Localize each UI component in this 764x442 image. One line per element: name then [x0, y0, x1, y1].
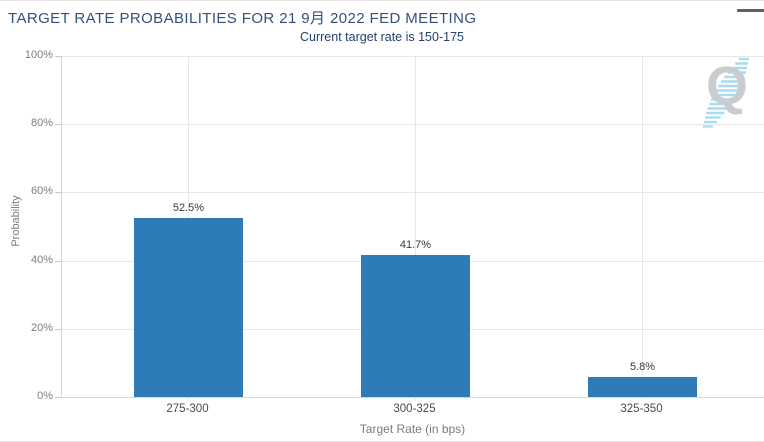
xtick-label-300-325: 300-325: [393, 403, 436, 415]
current-target-rate-subtitle: Current target rate is 150-175: [300, 30, 464, 44]
xtick-label-325-350: 325-350: [620, 403, 663, 415]
gridline-y-100: [62, 56, 764, 57]
bar-value-label-275-300: 52.5%: [172, 201, 205, 214]
ytick-mark-60: [55, 192, 61, 194]
xtick-label-275-300: 275-300: [166, 403, 209, 415]
bar-value-label-325-350: 5.8%: [629, 361, 656, 374]
ytick-label-20: 20%: [30, 321, 53, 334]
ytick-label-100: 100%: [24, 49, 53, 61]
ytick-mark-100: [55, 56, 61, 57]
y-axis-title: Probability: [10, 195, 22, 247]
vertical-gridline-325-350: [642, 56, 643, 401]
plot-area: 52.5% 41.7% 5.8%: [61, 56, 764, 401]
page-title: TARGET RATE PROBABILITIES FOR 21 9月 2022…: [8, 10, 477, 27]
gridline-y-80: [62, 124, 764, 126]
x-axis-title: Target Rate (in bps): [359, 422, 466, 436]
ytick-label-80: 80%: [30, 117, 53, 130]
hamburger-bar: [737, 8, 764, 12]
ytick-label-40: 40%: [30, 253, 53, 266]
ytick-mark-80: [55, 124, 61, 126]
ytick-mark-0: [55, 397, 61, 398]
bar-325-350[interactable]: [588, 377, 697, 397]
ytick-label-0: 0%: [37, 390, 53, 402]
ytick-label-60: 60%: [30, 185, 53, 198]
bar-value-label-300-325: 41.7%: [399, 238, 432, 251]
bar-300-325[interactable]: [361, 254, 470, 397]
bar-275-300[interactable]: [134, 217, 243, 397]
ytick-mark-40: [55, 260, 61, 262]
gridline-y-60: [62, 192, 764, 194]
vertical-gridline-300-325: [415, 56, 416, 401]
ytick-mark-20: [55, 328, 61, 330]
